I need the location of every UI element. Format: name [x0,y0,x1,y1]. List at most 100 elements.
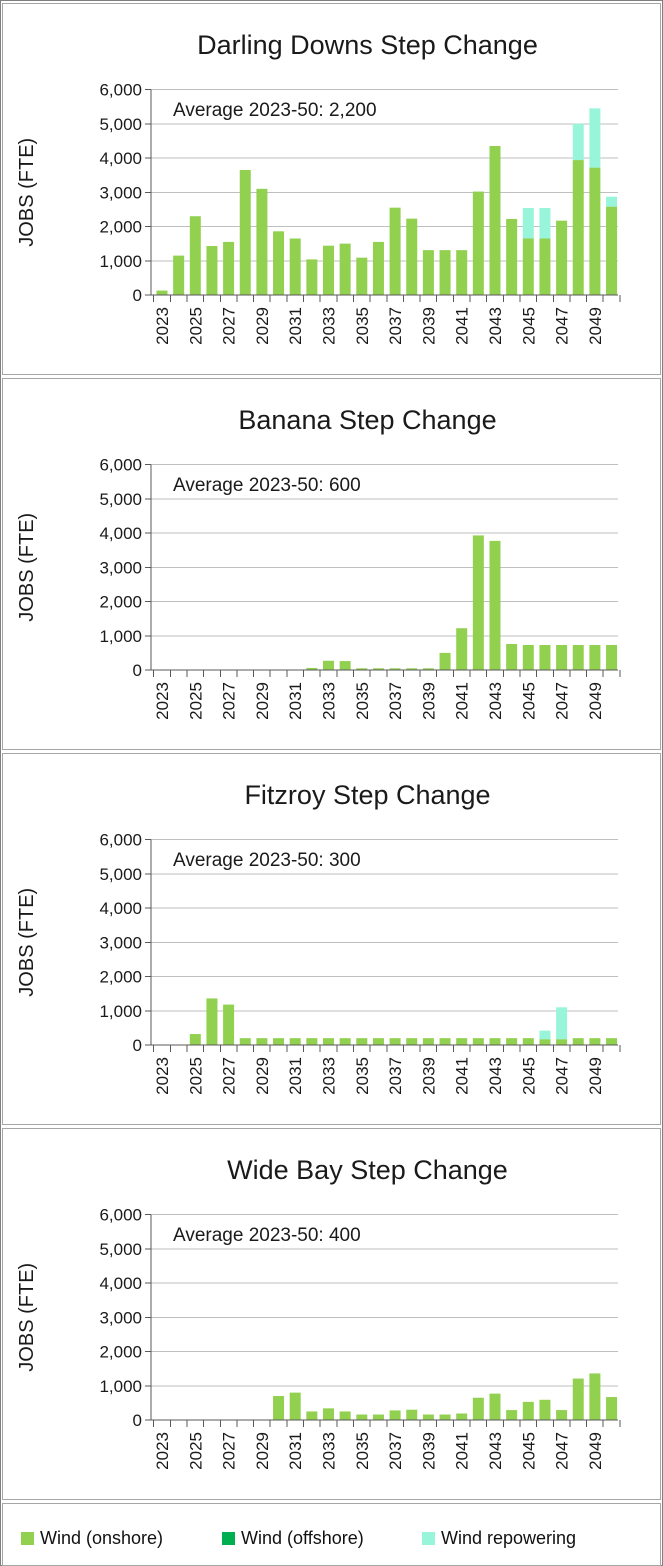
x-tick-label: 2029 [253,682,272,720]
bar-2049-wind-onshore [589,1038,601,1045]
bar-2032-wind-onshore [306,259,318,295]
bar-2032-wind-onshore [306,1038,318,1045]
x-tick-label: 2037 [386,682,405,720]
x-tick-label: 2045 [519,1057,538,1095]
x-tick-label: 2025 [186,1057,205,1095]
chart-canvas-banana: 0 1,000 2,000 3,000 4,000 5,000 6,000 JOBS (FTE… [16,456,621,720]
bar-2044-wind-onshore [506,1410,518,1420]
bar-2049-wind-repowering [589,108,601,168]
x-tick-label: 2043 [486,1432,505,1470]
x-tick-label: 2031 [286,307,305,345]
y-tick-label: 3,000 [99,1308,142,1327]
y-tick-label: 1,000 [99,627,142,646]
y-tick-label: 1,000 [99,252,142,271]
x-tick-label: 2033 [320,1432,339,1470]
bar-2025-wind-onshore [189,1034,201,1045]
x-tick-label: 2023 [153,1057,172,1095]
x-tick-label: 2027 [220,1432,239,1470]
bar-2039-wind-onshore [422,1414,434,1420]
chart-panel-banana: 0 1,000 2,000 3,000 4,000 5,000 6,000 JOBS (FTE… [2,378,661,750]
y-tick-label: 6,000 [99,81,142,100]
y-tick-label: 6,000 [99,456,142,475]
y-tick-label: 0 [133,286,142,305]
x-tick-label: 2027 [220,682,239,720]
bar-2048-wind-onshore [572,1378,584,1420]
bar-2037-wind-onshore [389,1038,401,1045]
y-tick-label: 0 [133,661,142,680]
x-tick-label: 2039 [419,1057,438,1095]
x-tick-label: 2027 [220,1057,239,1095]
bar-2033-wind-onshore [323,1408,334,1420]
bar-2043-wind-onshore [489,1038,501,1045]
bar-2044-wind-onshore [506,1038,518,1045]
wind-repowering-swatch-icon [422,1531,435,1545]
x-tick-label: 2045 [519,307,538,345]
bar-2049-wind-onshore [589,1373,601,1420]
y-axis-title: JOBS (FTE) [16,1263,38,1372]
bar-2036-wind-onshore [372,1038,384,1045]
bar-2026-wind-onshore [206,998,218,1045]
chart-panel-wide-bay: 0 1,000 2,000 3,000 4,000 5,000 6,000 JOBS (FTE… [2,1128,661,1500]
bar-2045-wind-onshore [522,1038,534,1045]
x-tick-label: 2041 [453,307,472,345]
bar-2035-wind-onshore [356,668,368,670]
bar-2046-wind-repowering [539,208,551,239]
bar-2044-wind-onshore [506,643,518,670]
bar-2035-wind-onshore [356,1038,368,1045]
bar-2032-wind-onshore [306,667,318,670]
bar-2045-wind-onshore [522,1401,534,1420]
bar-2050-wind-repowering [606,196,618,207]
bar-2041-wind-onshore [456,250,468,295]
bar-2028-wind-onshore [239,169,251,295]
bar-2025-wind-onshore [189,216,201,295]
y-tick-label: 2,000 [99,1343,142,1362]
bar-2041-wind-onshore [456,1413,468,1420]
bar-2047-wind-repowering [556,1007,568,1040]
bar-2044-wind-onshore [506,218,518,295]
bar-2038-wind-onshore [406,218,418,295]
bar-2037-wind-onshore [389,668,401,670]
x-tick-label: 2037 [386,1432,405,1470]
bar-2030-wind-onshore [273,231,285,295]
x-tick-label: 2031 [286,682,305,720]
bar-2047-wind-onshore [556,644,568,670]
bar-2033-wind-onshore [323,245,334,295]
bar-2030-wind-onshore [273,1396,285,1420]
x-tick-label: 2041 [453,1057,472,1095]
x-tick-label: 2025 [186,307,205,345]
legend-item-wind-offshore: Wind (offshore) [222,1528,364,1548]
bar-2046-wind-onshore [539,238,551,295]
bar-2027-wind-onshore [223,1004,235,1045]
bar-2039-wind-onshore [422,250,434,295]
bar-2050-wind-onshore [606,1397,618,1420]
y-axis-title: JOBS (FTE) [16,513,38,622]
bar-2042-wind-onshore [472,1397,484,1420]
x-tick-label: 2035 [353,1432,372,1470]
bar-2024-wind-onshore [173,255,185,295]
legend-label: Wind (onshore) [40,1527,164,1548]
y-tick-label: 0 [133,1036,142,1055]
bar-2023-wind-onshore [156,290,168,295]
x-tick-label: 2047 [553,1057,572,1095]
x-tick-label: 2039 [419,307,438,345]
x-tick-label: 2043 [486,1057,505,1095]
y-axis-title: JOBS (FTE) [16,888,38,997]
bar-2035-wind-onshore [356,1414,368,1420]
legend-item-wind-onshore: Wind (onshore) [21,1528,163,1548]
chart-title: Wide Bay Step Change [227,1155,508,1185]
bar-2039-wind-onshore [422,1038,434,1045]
bar-2045-wind-onshore [522,238,534,295]
bar-2027-wind-onshore [223,241,235,295]
legend-item-wind-repowering: Wind repowering [422,1528,576,1548]
bar-2026-wind-onshore [206,246,218,295]
bar-2034-wind-onshore [339,243,351,295]
wind-onshore-swatch-icon [21,1531,34,1545]
y-tick-label: 2,000 [99,593,142,612]
bar-2029-wind-onshore [256,188,268,295]
bar-2048-wind-onshore [572,160,584,295]
bar-2036-wind-onshore [372,241,384,295]
bar-2050-wind-onshore [606,206,618,295]
x-tick-label: 2031 [286,1432,305,1470]
average-annotation: Average 2023-50: 400 [173,1225,361,1246]
legend-label: Wind (offshore) [241,1527,364,1548]
